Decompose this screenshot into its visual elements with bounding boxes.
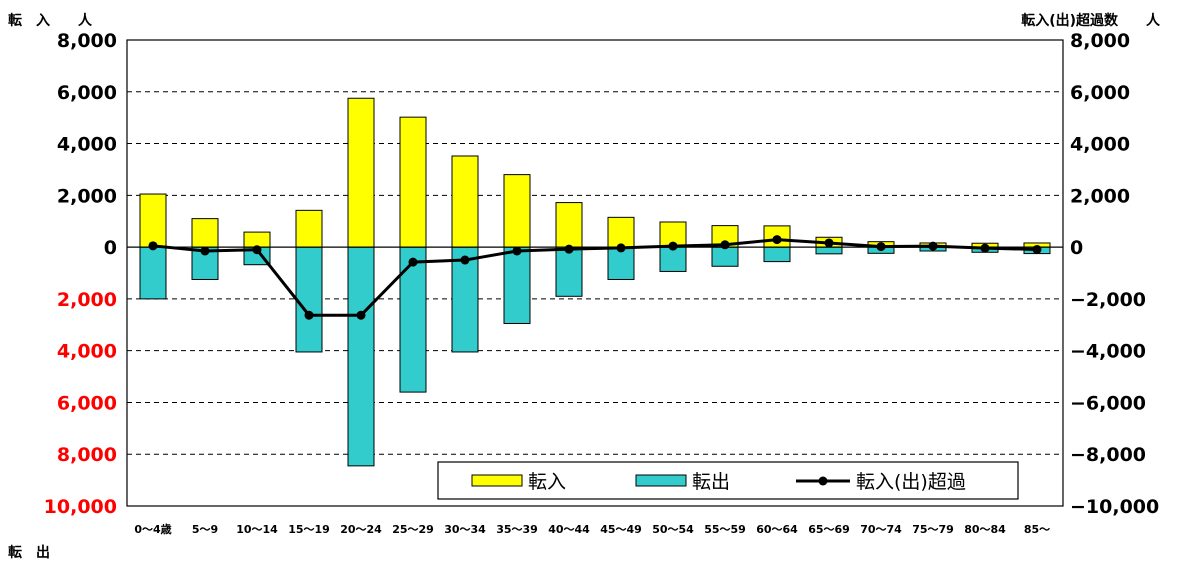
- bars: [139, 97, 1051, 467]
- inflow-bar: [139, 193, 167, 248]
- outflow-bar: [503, 246, 531, 324]
- right-tick-label: −8,000: [1070, 444, 1146, 466]
- right-tick-label: −6,000: [1070, 392, 1146, 414]
- net-point: [980, 243, 990, 253]
- category-labels: 0～4歳 5～9 10～14 15～19 20～24 25～29 30～34 35～39 40～…: [134, 522, 1050, 536]
- net-point: [772, 235, 782, 245]
- net-point: [252, 245, 262, 255]
- legend-box: [437, 461, 1019, 500]
- category-label: 20～24: [340, 523, 382, 536]
- net-point: [512, 246, 522, 256]
- left-tick-label: 8,000: [57, 444, 117, 466]
- left-tick-label: 4,000: [57, 134, 117, 156]
- right-tick-label: −4,000: [1070, 341, 1146, 363]
- left-tick-label: 0: [104, 237, 117, 259]
- category-label: 65～69: [808, 523, 850, 536]
- category-label: 35～39: [496, 523, 538, 536]
- category-label: 50～54: [652, 523, 694, 536]
- outflow-bar: [451, 246, 479, 353]
- inflow-bar: [347, 97, 375, 248]
- outflow-bar: [399, 246, 427, 393]
- right-tick-label: 0: [1070, 237, 1083, 259]
- category-label: 40～44: [548, 523, 590, 536]
- left-top-label: 転 入 人: [8, 12, 93, 29]
- inflow-bar: [503, 174, 531, 248]
- plot-frame: [126, 39, 1064, 507]
- inflow-bar: [191, 218, 219, 248]
- right-top-label: 転入(出)超過数 人: [1021, 12, 1161, 29]
- category-label: 60～64: [756, 523, 798, 536]
- left-tick-label: 8,000: [57, 30, 117, 52]
- inflow-bar: [555, 202, 583, 248]
- net-point: [720, 240, 730, 250]
- net-point: [200, 246, 210, 256]
- net-line: [152, 238, 1038, 317]
- category-label: 0～4歳: [134, 522, 171, 536]
- outflow-bar: [347, 246, 375, 467]
- net-point: [408, 257, 418, 267]
- outflow-bar: [139, 246, 167, 300]
- net-point: [304, 310, 314, 320]
- inflow-bar: [243, 231, 271, 248]
- category-label: 15～19: [288, 523, 330, 536]
- left-tick-label: 6,000: [57, 82, 117, 104]
- net-point: [356, 310, 366, 320]
- net-point: [876, 242, 886, 252]
- category-label: 10～14: [236, 523, 278, 536]
- grid-lines: [127, 91, 1063, 455]
- outflow-bar: [295, 246, 323, 353]
- inflow-bar: [399, 116, 427, 248]
- left-axis-ticks: 8,000 6,000 4,000 2,000 0 2,000 4,000 6,000 8,00…: [44, 30, 117, 518]
- net-point: [824, 238, 834, 248]
- net-point: [668, 241, 678, 251]
- legend-net-label: 転入(出)超過: [856, 471, 966, 493]
- category-label: 55～59: [704, 523, 746, 536]
- right-tick-label: −10,000: [1070, 496, 1159, 518]
- category-label: 30～34: [444, 523, 486, 536]
- legend-outflow-swatch: [635, 474, 687, 487]
- legend-inflow-swatch: [471, 474, 523, 487]
- category-label: 80～84: [964, 523, 1006, 536]
- net-point: [928, 241, 938, 251]
- inflow-bar: [295, 209, 323, 248]
- legend: 転入 転出 転入(出)超過: [437, 461, 1019, 500]
- inflow-bar: [451, 155, 479, 248]
- left-tick-label: 2,000: [57, 185, 117, 207]
- category-label: 25～29: [392, 523, 434, 536]
- outflow-bar: [555, 246, 583, 297]
- net-line-series: [148, 235, 1042, 320]
- outflow-bar: [711, 246, 739, 267]
- net-point: [460, 255, 470, 265]
- outflow-bar: [659, 246, 687, 272]
- net-point: [148, 241, 158, 251]
- outflow-bar: [815, 246, 843, 255]
- left-tick-label: 6,000: [57, 392, 117, 414]
- left-tick-label: 4,000: [57, 341, 117, 363]
- inflow-bar: [607, 216, 635, 248]
- legend-inflow-label: 転入: [528, 471, 566, 493]
- left-tick-label: 10,000: [44, 496, 117, 518]
- outflow-bar: [763, 246, 791, 263]
- category-label: 70～74: [860, 523, 902, 536]
- category-label: 75～79: [912, 523, 954, 536]
- left-tick-label: 2,000: [57, 289, 117, 311]
- left-bottom-label: 転 出: [8, 544, 50, 561]
- legend-net-marker: [818, 476, 828, 486]
- right-tick-label: 4,000: [1070, 134, 1130, 156]
- right-tick-label: 6,000: [1070, 82, 1130, 104]
- net-point: [1032, 244, 1042, 254]
- right-tick-label: 2,000: [1070, 185, 1130, 207]
- right-axis-ticks: 8,000 6,000 4,000 2,000 0 −2,000 −4,000 −6,000 −…: [1070, 30, 1159, 518]
- category-label: 85～: [1024, 523, 1050, 536]
- category-label: 5～9: [192, 523, 218, 536]
- net-point: [616, 243, 626, 253]
- category-label: 45～49: [600, 523, 642, 536]
- net-point: [564, 244, 574, 254]
- right-tick-label: 8,000: [1070, 30, 1130, 52]
- legend-outflow-label: 転出: [692, 471, 730, 493]
- right-tick-label: −2,000: [1070, 289, 1146, 311]
